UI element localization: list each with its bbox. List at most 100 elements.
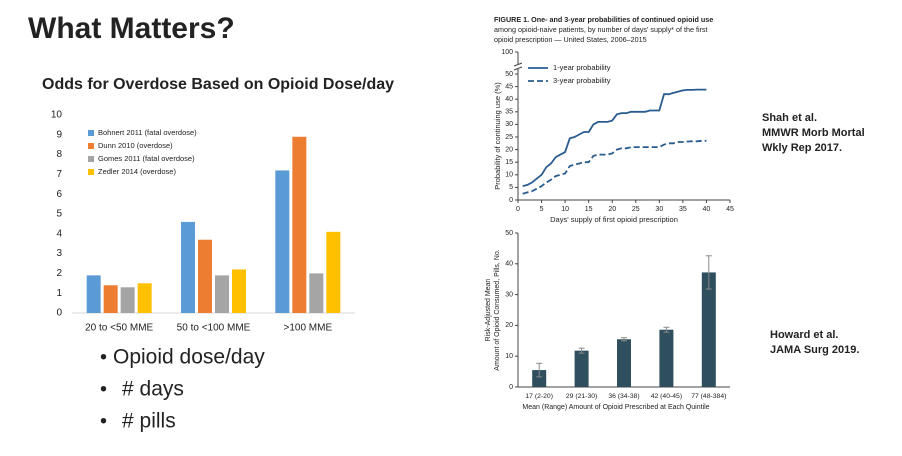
- legend-swatch: [88, 143, 94, 149]
- y-tick-label: 30: [505, 121, 513, 128]
- y-tick-label: 0: [509, 197, 513, 204]
- x-tick-label: 42 (40-45): [651, 393, 682, 400]
- x-tick-label: 50 to <100 MME: [177, 323, 251, 334]
- legend-swatch: [88, 130, 94, 136]
- legend-label: Zedler 2014 (overdose): [98, 167, 176, 176]
- x-tick-label: 10: [561, 206, 569, 213]
- legend-label: Gomes 2011 (fatal overdose): [98, 154, 195, 163]
- bar: [292, 136, 307, 313]
- bullet-text: # days: [122, 378, 184, 401]
- y-tick-label: 20: [505, 146, 513, 153]
- x-tick-label: 5: [540, 206, 544, 213]
- data-line: [522, 88, 707, 187]
- y-tick-label: 4: [56, 228, 62, 239]
- bar: [617, 339, 631, 387]
- x-tick-label: 30: [655, 206, 663, 213]
- x-tick-label: >100 MME: [284, 323, 333, 334]
- legend-swatch: [88, 169, 94, 175]
- y-axis-label: Probability of continuing use (%): [493, 82, 502, 190]
- y-tick-label: 3: [56, 248, 62, 259]
- bullet-text: # pills: [122, 410, 176, 433]
- bar: [659, 329, 674, 387]
- bar: [309, 273, 324, 313]
- y-tick-label: 10: [505, 353, 513, 360]
- y-tick-label: 1: [56, 288, 62, 299]
- citation: Wkly Rep 2017.: [762, 142, 842, 154]
- y-tick-label: 6: [56, 189, 62, 200]
- y-tick-label: 10: [505, 172, 513, 179]
- x-tick-label: 0: [516, 206, 520, 213]
- x-tick-label: 29 (21-30): [566, 393, 597, 400]
- y-tick-label: 0: [56, 308, 62, 319]
- y-tick-label: 30: [505, 291, 513, 298]
- x-axis-label: Mean (Range) Amount of Opioid Prescribed…: [522, 404, 709, 411]
- y-tick-label: 50: [505, 230, 513, 237]
- y-tick-label: 25: [505, 134, 513, 141]
- y-tick-label: 0: [509, 384, 513, 391]
- bullet-text: Opioid dose/day: [113, 346, 265, 369]
- x-tick-label: 25: [632, 206, 640, 213]
- legend-swatch: [88, 156, 94, 162]
- citation: JAMA Surg 2019.: [770, 344, 859, 356]
- bar: [326, 231, 341, 313]
- bar: [232, 269, 246, 313]
- legend-label: 3-year probability: [553, 76, 611, 85]
- y-tick-label: 20: [505, 322, 513, 329]
- y-tick-label: 10: [51, 110, 63, 121]
- y-tick-label: 40: [505, 261, 513, 268]
- bullet-dot: •: [100, 378, 107, 400]
- y-tick-label: 100: [501, 49, 513, 56]
- bar: [215, 275, 229, 313]
- citation: Howard et al.: [770, 329, 838, 341]
- bar: [574, 350, 589, 387]
- x-tick-label: 77 (48-384): [691, 393, 726, 400]
- y-tick-label: 40: [505, 96, 513, 103]
- axis-break-gap: [514, 65, 522, 69]
- axis-break: [513, 62, 523, 67]
- y-tick-label: 9: [56, 129, 62, 140]
- legend-label: 1-year probability: [553, 63, 611, 72]
- x-tick-label: 35: [679, 206, 687, 213]
- x-tick-label: 17 (2-20): [525, 393, 553, 400]
- slide-title: What Matters?: [28, 12, 235, 45]
- y-tick-label: 2: [56, 268, 62, 279]
- legend-label: Dunn 2010 (overdose): [98, 141, 173, 150]
- chart-title: among opioid-naive patients, by number o…: [494, 25, 708, 34]
- bar: [532, 370, 547, 387]
- bar: [137, 283, 152, 313]
- y-tick-label: 8: [56, 149, 62, 160]
- bar: [275, 170, 290, 313]
- bar: [198, 239, 212, 313]
- bar: [120, 287, 135, 313]
- chart-title: FIGURE 1. One- and 3-year probabilities …: [494, 15, 713, 24]
- x-tick-label: 45: [726, 206, 734, 213]
- x-tick-label: 20 to <50 MME: [85, 323, 153, 334]
- chart-title: opioid prescription — United States, 200…: [494, 35, 647, 44]
- x-tick-label: 20: [608, 206, 616, 213]
- chart-title: Odds for Overdose Based on Opioid Dose/d…: [42, 76, 394, 93]
- y-axis-label: Amount of Opioid Consumed, Pills, No.: [494, 249, 501, 370]
- bar: [181, 221, 195, 313]
- legend-label: Bohnert 2011 (fatal overdose): [98, 128, 197, 137]
- y-tick-label: 5: [56, 209, 62, 220]
- axis-break: [513, 66, 523, 71]
- x-tick-label: 15: [585, 206, 593, 213]
- y-tick-label: 7: [56, 169, 62, 180]
- citation: MMWR Morb Mortal: [762, 127, 865, 139]
- x-tick-label: 36 (34-38): [608, 393, 639, 400]
- y-tick-label: 15: [505, 159, 513, 166]
- x-axis-label: Days' supply of first opioid prescriptio…: [550, 215, 678, 224]
- y-tick-label: 50: [505, 71, 513, 78]
- bar: [86, 275, 101, 313]
- x-tick-label: 40: [703, 206, 711, 213]
- y-axis-label: Risk-Adjusted Mean: [485, 279, 492, 342]
- data-line: [522, 139, 707, 195]
- y-tick-label: 5: [509, 184, 513, 191]
- y-tick-label: 35: [505, 109, 513, 116]
- y-tick-label: 45: [505, 83, 513, 90]
- bar: [103, 285, 118, 313]
- bullet-dot: •: [100, 346, 107, 368]
- bullet-dot: •: [100, 410, 107, 432]
- citation: Shah et al.: [762, 112, 817, 124]
